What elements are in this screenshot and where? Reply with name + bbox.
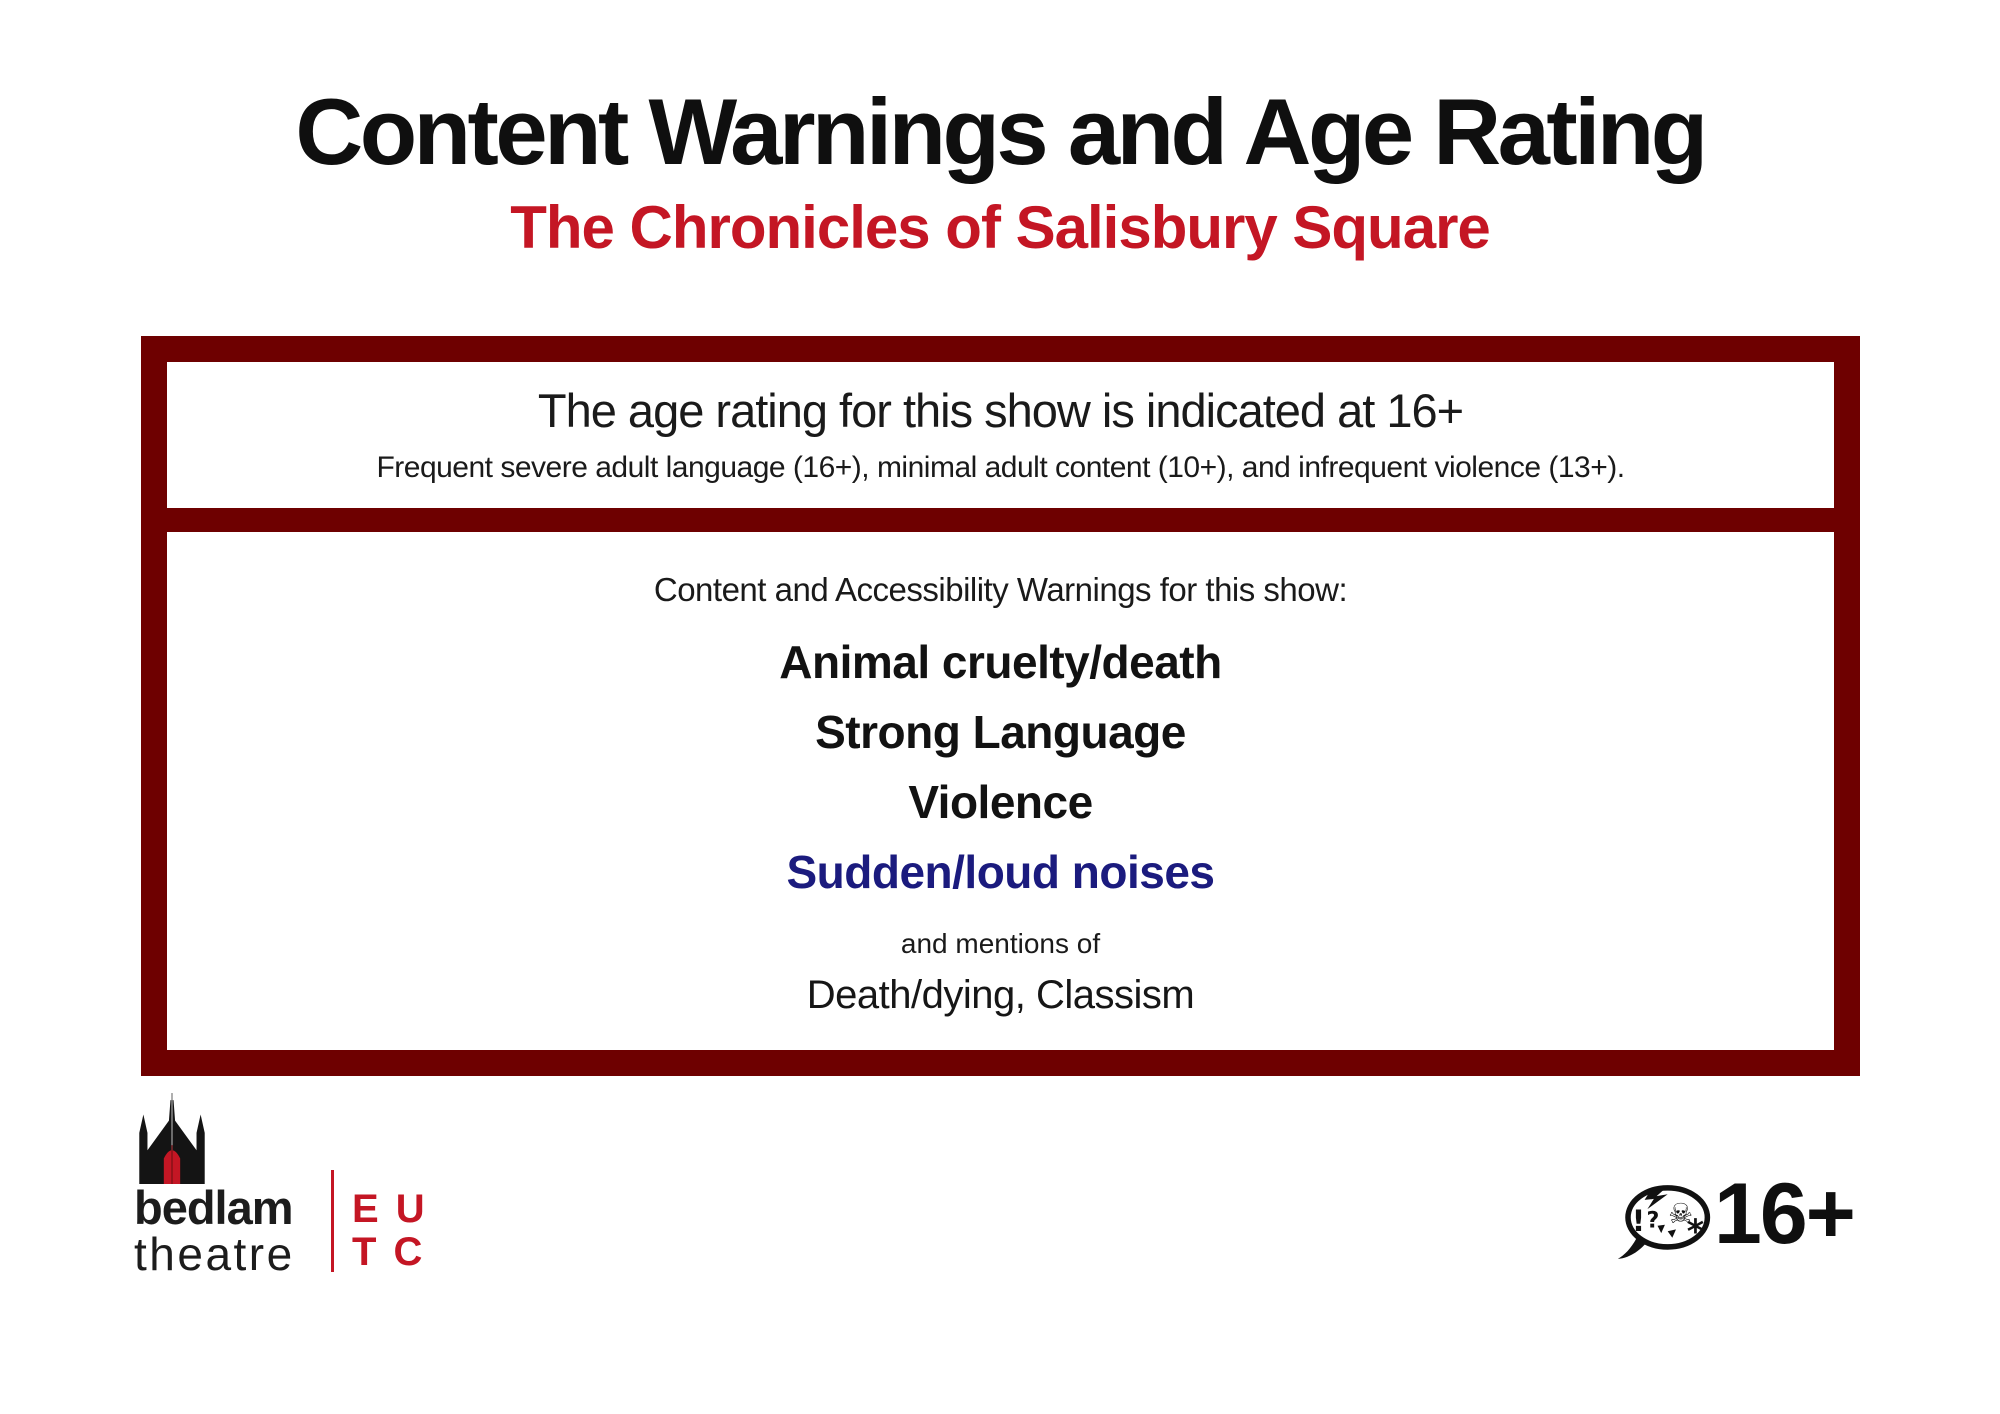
eutc-row: E U [352,1187,428,1231]
svg-text:!: ! [1632,1204,1645,1238]
age-rating-section: The age rating for this show is indicate… [167,362,1834,508]
warning-item: Animal cruelty/death [779,636,1222,688]
age-rating-details: Frequent severe adult language (16+), mi… [376,451,1625,484]
show-title: The Chronicles of Salisbury Square [510,194,1491,261]
eutc-logo: E U T C [352,1188,428,1274]
theatre-wordmark: theatre [134,1228,295,1280]
warning-item: Violence [908,776,1093,828]
age-rating-heading: The age rating for this show is indicate… [537,384,1464,437]
section-divider [167,508,1834,532]
svg-text:*: * [1687,1211,1704,1250]
bedlam-wordmark: bedlam [134,1181,294,1234]
mentions-label: and mentions of [900,928,1101,959]
svg-text:☠: ☠ [1668,1197,1693,1230]
warning-item: Sudden/loud noises [786,846,1215,898]
content-warnings-section: Content and Accessibility Warnings for t… [167,532,1834,1018]
content-warnings-heading: Content and Accessibility Warnings for t… [653,571,1348,608]
warning-item: Strong Language [815,706,1186,758]
page-title: Content Warnings and Age Rating [295,79,1708,184]
church-icon [139,1093,205,1184]
grawlix-speech-bubble-icon: ! ? ☠ * [1617,1185,1711,1259]
bedlam-theatre-logo-text: bedlam theatre [134,1184,295,1277]
eutc-row: T C [352,1230,426,1274]
logo-divider-line [331,1170,334,1272]
age-badge: 16+ [1714,1166,1856,1262]
svg-text:?: ? [1646,1208,1659,1234]
mentions-list: Death/dying, Classism [806,973,1195,1017]
warnings-panel: The age rating for this show is indicate… [141,336,1860,1076]
